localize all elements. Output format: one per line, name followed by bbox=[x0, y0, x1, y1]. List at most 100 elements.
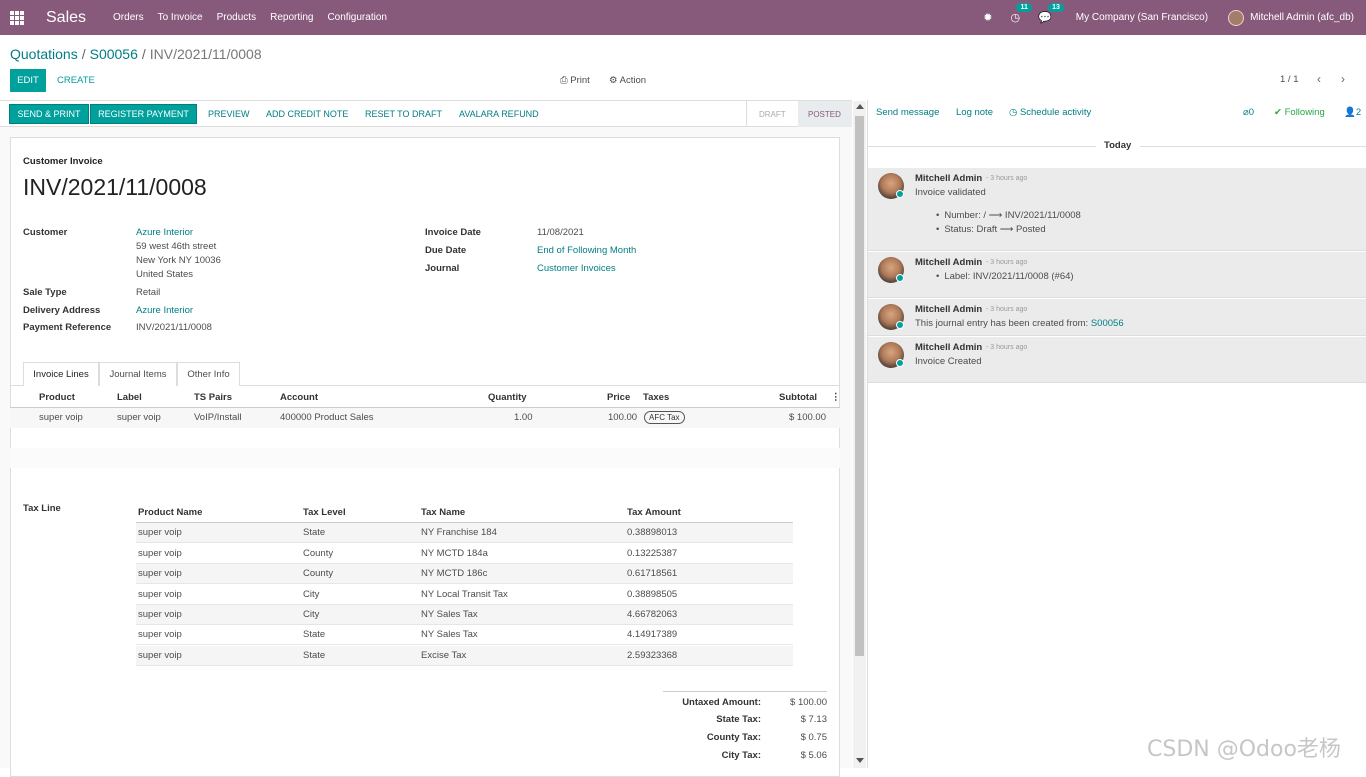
tax-amount: 4.66782063 bbox=[627, 609, 678, 620]
tax-product: super voip bbox=[138, 629, 182, 640]
message-author[interactable]: Mitchell Admin bbox=[915, 257, 983, 268]
app-name[interactable]: Sales bbox=[46, 8, 87, 26]
action-button[interactable]: ⚙ Action bbox=[609, 75, 646, 86]
message-text: This journal entry has been created from… bbox=[915, 318, 1091, 329]
followers-button[interactable]: 👤2 bbox=[1344, 107, 1361, 118]
tax-name: NY Local Transit Tax bbox=[421, 589, 508, 600]
attachments-count: 0 bbox=[1248, 107, 1255, 118]
pager-previous-icon[interactable]: ‹ bbox=[1317, 72, 1321, 86]
empty-row bbox=[10, 448, 840, 468]
watermark: CSDN @Odoo老杨 bbox=[1147, 737, 1341, 762]
attachments-button[interactable]: ⌀0 bbox=[1243, 107, 1254, 118]
tax-name: NY Sales Tax bbox=[421, 629, 478, 640]
menu-products[interactable]: Products bbox=[216, 12, 257, 23]
user-menu[interactable]: Mitchell Admin (afc_db) bbox=[1250, 12, 1354, 23]
tab-invoice-lines[interactable]: Invoice Lines bbox=[23, 362, 99, 386]
col-quantity[interactable]: Quantity bbox=[488, 392, 527, 403]
col-taxes[interactable]: Taxes bbox=[643, 392, 670, 403]
tax-level: State bbox=[303, 629, 326, 640]
apps-menu-icon[interactable] bbox=[10, 10, 24, 25]
breadcrumb-order[interactable]: S00056 bbox=[89, 46, 138, 62]
col-price[interactable]: Price bbox=[607, 392, 631, 403]
untaxed-amount-value: $ 100.00 bbox=[790, 697, 827, 708]
tab-journal-items[interactable]: Journal Items bbox=[99, 362, 177, 386]
messages-badge: 13 bbox=[1048, 3, 1064, 12]
menu-to-invoice[interactable]: To Invoice bbox=[157, 12, 203, 23]
scroll-down-icon[interactable] bbox=[856, 758, 864, 763]
delivery-address-link[interactable]: Azure Interior bbox=[136, 305, 194, 316]
send-print-button[interactable]: SEND & PRINT bbox=[9, 104, 89, 124]
reset-to-draft-button[interactable]: RESET TO DRAFT bbox=[365, 109, 443, 119]
message-author[interactable]: Mitchell Admin bbox=[915, 173, 983, 184]
register-payment-button[interactable]: REGISTER PAYMENT bbox=[90, 104, 197, 124]
preview-button[interactable]: PREVIEW bbox=[208, 109, 250, 119]
tax-level: County bbox=[303, 568, 334, 579]
col-label[interactable]: Label bbox=[117, 392, 142, 403]
chatter-message: Mitchell Admin - 3 hours ago This journa… bbox=[868, 299, 1366, 336]
pager-next-icon[interactable]: › bbox=[1341, 72, 1345, 86]
invoice-date-label: Invoice Date bbox=[425, 227, 481, 238]
online-status-icon bbox=[896, 274, 904, 282]
message-author[interactable]: Mitchell Admin bbox=[915, 304, 983, 315]
table-row[interactable]: super voip super voip VoIP/Install 40000… bbox=[10, 408, 840, 428]
menu-configuration[interactable]: Configuration bbox=[327, 12, 387, 23]
pager-value[interactable]: 1 / 1 bbox=[1280, 74, 1299, 85]
message-time: - 3 hours ago bbox=[986, 344, 1028, 351]
following-button[interactable]: ✔ Following bbox=[1274, 107, 1325, 118]
tracking-value: Status: Draft ⟶ Posted bbox=[936, 224, 1045, 235]
due-date-label: Due Date bbox=[425, 245, 467, 256]
payment-reference-label: Payment Reference bbox=[23, 322, 112, 333]
schedule-activity-button[interactable]: ◷ Schedule activity bbox=[1009, 107, 1091, 118]
stage-arrow-icon bbox=[788, 101, 798, 127]
company-switcher[interactable]: My Company (San Francisco) bbox=[1075, 12, 1209, 23]
tab-other-info[interactable]: Other Info bbox=[177, 362, 240, 386]
col-subtotal[interactable]: Subtotal bbox=[779, 392, 817, 403]
tax-amount: 2.59323368 bbox=[627, 650, 678, 661]
messages-icon[interactable]: 💬 13 bbox=[1038, 3, 1064, 24]
journal-link[interactable]: Customer Invoices bbox=[537, 263, 616, 274]
add-credit-note-button[interactable]: ADD CREDIT NOTE bbox=[266, 109, 349, 119]
create-button[interactable]: CREATE bbox=[57, 75, 95, 86]
edit-button[interactable]: EDIT bbox=[10, 69, 46, 92]
col-product-name: Product Name bbox=[138, 507, 203, 518]
source-order-link[interactable]: S00056 bbox=[1090, 318, 1124, 329]
customer-link[interactable]: Azure Interior bbox=[136, 227, 194, 238]
print-label: Print bbox=[570, 75, 590, 86]
print-button[interactable]: ⎙ Print bbox=[560, 75, 590, 86]
user-avatar[interactable] bbox=[1228, 9, 1245, 26]
breadcrumb: Quotations / S00056/INV/2021/11/0008 bbox=[10, 46, 262, 62]
col-account[interactable]: Account bbox=[280, 392, 318, 403]
line-price: 100.00 bbox=[608, 412, 638, 423]
scroll-up-icon[interactable] bbox=[856, 104, 864, 109]
customer-label: Customer bbox=[23, 227, 68, 238]
send-message-button[interactable]: Send message bbox=[876, 107, 940, 118]
table-row: super voip State NY Sales Tax 4.14917389 bbox=[136, 625, 793, 645]
log-note-button[interactable]: Log note bbox=[956, 107, 993, 118]
scroll-thumb[interactable] bbox=[855, 116, 864, 656]
breadcrumb-current: INV/2021/11/0008 bbox=[149, 46, 262, 62]
col-ts-pairs[interactable]: TS Pairs bbox=[194, 392, 233, 403]
table-row: super voip City NY Local Transit Tax 0.3… bbox=[136, 585, 793, 605]
tax-level: City bbox=[303, 589, 320, 600]
avalara-refund-button[interactable]: AVALARA REFUND bbox=[459, 109, 539, 119]
message-time: - 3 hours ago bbox=[986, 175, 1028, 182]
activity-clock-icon[interactable]: ◷ 11 bbox=[1010, 3, 1032, 24]
message-author[interactable]: Mitchell Admin bbox=[915, 342, 983, 353]
tax-amount: 0.38898505 bbox=[627, 589, 678, 600]
county-tax-label: County Tax: bbox=[706, 732, 761, 743]
due-date-link[interactable]: End of Following Month bbox=[537, 245, 637, 256]
form-scrollbar[interactable] bbox=[853, 101, 866, 768]
tracking-value: Label: INV/2021/11/0008 (#64) bbox=[936, 271, 1073, 282]
breadcrumb-quotations[interactable]: Quotations bbox=[10, 46, 78, 62]
bug-icon[interactable]: ✹ bbox=[983, 12, 993, 24]
paperclip-icon: ⌀ bbox=[1243, 107, 1249, 118]
tax-product: super voip bbox=[138, 548, 182, 559]
column-options-icon[interactable]: ⋮ bbox=[831, 392, 841, 403]
menu-orders[interactable]: Orders bbox=[113, 12, 144, 23]
tax-name: NY Franchise 184 bbox=[421, 527, 497, 538]
stage-draft: DRAFT bbox=[746, 101, 798, 127]
line-quantity: 1.00 bbox=[514, 412, 533, 423]
col-product[interactable]: Product bbox=[39, 392, 75, 403]
state-tax-value: $ 7.13 bbox=[800, 714, 827, 725]
menu-reporting[interactable]: Reporting bbox=[270, 12, 314, 23]
